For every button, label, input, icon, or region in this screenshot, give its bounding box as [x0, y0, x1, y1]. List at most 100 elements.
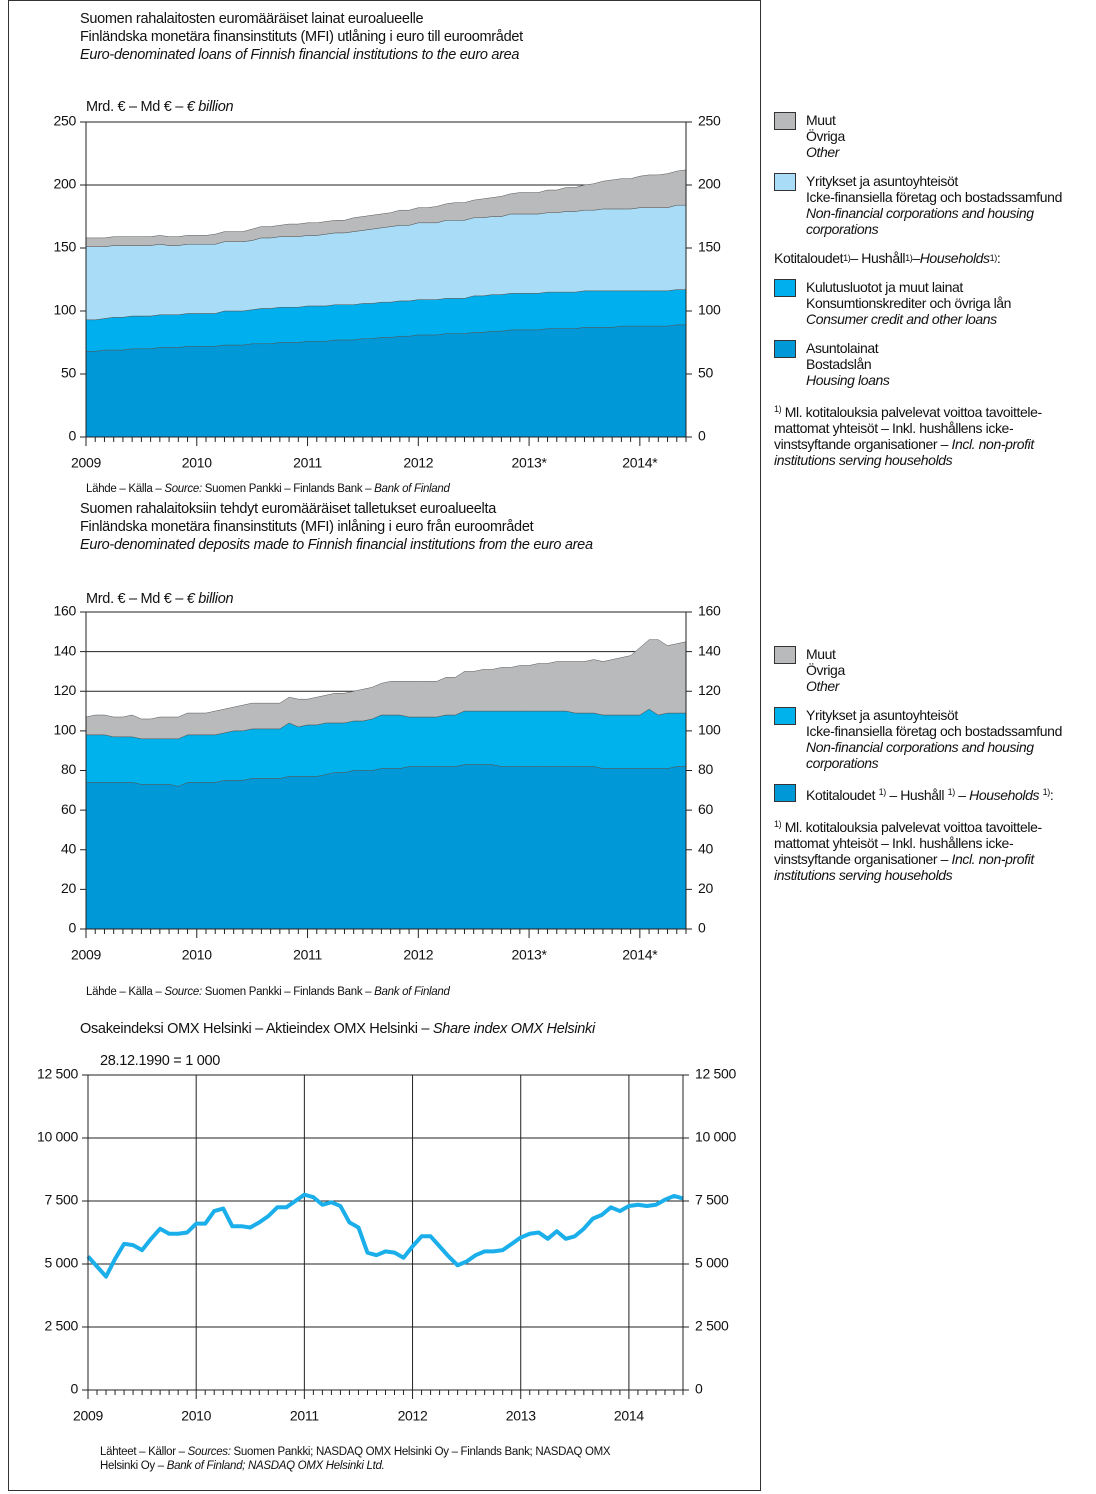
text-run: Lähde – Källa –	[86, 986, 165, 998]
panel-frame	[8, 0, 761, 1491]
title-line: Osakeindeksi OMX Helsinki – Aktieindex O…	[80, 1020, 595, 1038]
text-run: Muut	[806, 112, 836, 128]
text-run: Kotitaloudet	[806, 787, 879, 803]
text-run: :	[1049, 787, 1054, 803]
title-line: Suomen rahalaitosten euromääräiset laina…	[80, 10, 523, 28]
legend-label: Kotitaloudet 1) – Hushåll 1) – Household…	[806, 784, 1054, 803]
y2-tick-label: 0	[695, 1381, 703, 1397]
superscript: 1)	[1042, 787, 1051, 797]
x-tick-label: 2009	[73, 1408, 103, 1424]
x-tick-label: 2009	[71, 455, 101, 471]
italic-run: Incl. non-profit	[951, 851, 1035, 867]
italic-run: Source:	[164, 986, 202, 998]
text-run: vinstsyftande organisationer –	[774, 436, 952, 452]
legend-line: Icke-finansiella företag och bostadssamf…	[806, 723, 1062, 739]
unit-label: 28.12.1990 = 1 000	[100, 1052, 220, 1070]
x-tick-label: 2010	[182, 455, 212, 471]
italic-run: € billion	[186, 99, 234, 115]
legend-swatch	[774, 279, 796, 297]
legend-entry: Yritykset ja asuntoyhteisöt Icke-finansie…	[774, 173, 1094, 237]
legend-entry: Muut Övriga Other	[774, 112, 1094, 160]
y2-tick-label: 60	[698, 801, 713, 817]
text-run: –	[912, 250, 920, 266]
y-tick-label: 0	[71, 1381, 79, 1397]
x-tick-label: 2012	[398, 1408, 428, 1424]
superscript: 1)	[989, 253, 998, 263]
text-run: – Hushåll	[885, 787, 948, 803]
source-note: Lähde – Källa – Source: Suomen Pankki – …	[86, 985, 450, 999]
y-tick-label: 100	[54, 302, 77, 318]
y-tick-label: 0	[69, 428, 77, 444]
x-tick-label: 2012	[403, 455, 433, 471]
legend-line: corporations	[806, 221, 1062, 237]
footnote-line: mattomat yhteisöt – Inkl. hushållens ick…	[774, 835, 1094, 851]
legend-entry: Yritykset ja asuntoyhteisöt Icke-finansie…	[774, 707, 1094, 771]
text-run: Icke-finansiella företag och bostadssamf…	[806, 189, 1062, 205]
legend-entry: Kotitaloudet 1) – Hushåll 1) – Household…	[774, 784, 1094, 803]
legend-line: Konsumtionskrediter och övriga lån	[806, 295, 1011, 311]
legend-swatch	[774, 340, 796, 358]
superscript: 1)	[947, 787, 956, 797]
legend-line: Kulutusluotot ja muut lainat	[806, 279, 1011, 295]
text-run: Kulutusluotot ja muut lainat	[806, 279, 963, 295]
italic-run: Incl. non-profit	[951, 436, 1035, 452]
text-run: :	[996, 250, 1001, 266]
y2-tick-label: 100	[698, 722, 721, 738]
italic-run: Housing loans	[806, 372, 890, 388]
italic-run: corporations	[806, 755, 879, 771]
superscript: 1)	[843, 253, 851, 263]
italic-run: Non-financial corporations and housing	[806, 205, 1034, 221]
x-tick-label: 2013*	[512, 947, 548, 963]
x-tick-label: 2010	[182, 947, 212, 963]
italic-run: Source:	[164, 483, 202, 495]
legend-entry: Muut Övriga Other	[774, 646, 1094, 694]
x-tick-label: 2014*	[622, 455, 658, 471]
text-run: Finländska monetära finansinstituts (MFI…	[80, 29, 523, 45]
text-run: mattomat yhteisöt – Inkl. hushållens ick…	[774, 420, 1014, 436]
text-run: Lähteet – Källor –	[100, 1446, 188, 1458]
y-tick-label: 60	[61, 801, 76, 817]
italic-run: Euro-denominated loans of Finnish financ…	[80, 47, 520, 63]
italic-run: Other	[806, 678, 840, 694]
text-run: Yritykset ja asuntoyhteisöt	[806, 173, 958, 189]
y2-tick-label: 5 000	[695, 1255, 729, 1271]
legend-line: Consumer credit and other loans	[806, 311, 1011, 327]
x-tick-label: 2010	[181, 1408, 211, 1424]
superscript: 1)	[774, 819, 782, 829]
text-run: Muut	[806, 646, 836, 662]
plot-frame	[85, 611, 687, 930]
y-tick-label: 250	[54, 113, 77, 129]
footnote: 1) Ml. kotitalouksia palvelevat voittoa …	[774, 816, 1094, 883]
y-tick-label: 200	[54, 176, 77, 192]
italic-run: institutions serving households	[774, 452, 953, 468]
y-tick-label: 10 000	[37, 1129, 79, 1145]
footnote-line: mattomat yhteisöt – Inkl. hushållens ick…	[774, 420, 1094, 436]
text-run: Ml. kotitalouksia palvelevat voittoa tav…	[781, 404, 1042, 420]
title-line: Finländska monetära finansinstituts (MFI…	[80, 28, 523, 46]
legend-line: Icke-finansiella företag och bostadssamf…	[806, 189, 1062, 205]
y2-tick-label: 150	[698, 239, 721, 255]
y-tick-label: 20	[61, 880, 76, 896]
y-tick-label: 5 000	[44, 1255, 78, 1271]
legend-label: Kulutusluotot ja muut lainat Konsumtionsk…	[806, 279, 1011, 327]
legend-line: corporations	[806, 755, 1062, 771]
italic-run: Bank of Finland	[374, 483, 450, 495]
x-tick-label: 2009	[71, 947, 101, 963]
legend-line: Muut	[806, 112, 845, 128]
title-line: Euro-denominated deposits made to Finnis…	[80, 536, 593, 554]
source-line: Lähteet – Källor – Sources: Suomen Pankk…	[100, 1445, 611, 1459]
x-tick-label: 2014*	[622, 947, 658, 963]
text-run: Suomen rahalaitoksiin tehdyt euromääräis…	[80, 501, 496, 517]
y2-tick-label: 80	[698, 761, 713, 777]
legend-label: Asuntolainat Bostadslån Housing loans	[806, 340, 890, 388]
italic-run: Bank of Finland	[374, 986, 450, 998]
legend: Muut Övriga Other Yritykset ja asuntoyhteis…	[774, 646, 1094, 883]
x-tick-label: 2011	[293, 455, 322, 471]
y2-tick-label: 140	[698, 642, 721, 658]
y2-tick-label: 250	[698, 113, 721, 129]
text-run: Suomen Pankki – Finlands Bank –	[201, 986, 375, 998]
y2-tick-label: 10 000	[695, 1129, 737, 1145]
legend-line: Other	[806, 678, 845, 694]
y-tick-label: 80	[61, 761, 76, 777]
